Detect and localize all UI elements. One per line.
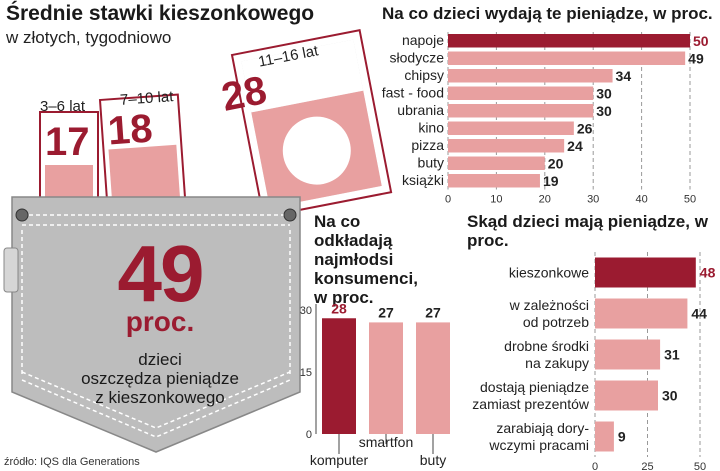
chart1-category-label: ubrania: [397, 102, 444, 118]
chart1-bar: [448, 34, 690, 48]
chart1-tick-label: 40: [635, 194, 647, 204]
chart3-category-label: wczymi pracami: [488, 437, 589, 453]
chart1-tick-label: 0: [445, 194, 451, 204]
chart2-category-label: buty: [420, 452, 446, 468]
chart1-value-label: 50: [693, 33, 709, 49]
pocket-desc-3: z kieszonkowego: [95, 388, 225, 407]
chart1-bar: [448, 51, 686, 65]
chart1-tick-label: 50: [684, 194, 696, 204]
chart3-value-label: 9: [618, 429, 626, 445]
chart3-value-label: 48: [700, 265, 716, 281]
pocket-desc-2: oszczędza pieniądze: [81, 369, 239, 388]
chart2-category-label: smartfon: [359, 434, 413, 450]
chart3-category-label: zarabiają dory-: [496, 420, 589, 436]
chart3-value-label: 30: [662, 388, 678, 404]
chart1-value-label: 24: [567, 138, 583, 154]
pocket-unit: proc.: [125, 306, 195, 337]
card-value-11-16: 28: [218, 68, 271, 120]
page-title: Średnie stawki kieszonkowego: [6, 2, 315, 25]
chart1-category-label: fast - food: [382, 85, 444, 101]
jeans-pocket: [3, 196, 301, 453]
chart2-bar: [322, 318, 356, 434]
chart3-bar: [595, 339, 661, 370]
chart1-category-label: kino: [418, 120, 444, 136]
chart3-bar: [595, 298, 688, 329]
chart3-bar: [595, 380, 658, 411]
chart2-bar: [369, 322, 403, 434]
chart3-category-label: kieszonkowe: [509, 265, 589, 281]
chart3-tick-label: 25: [641, 461, 653, 471]
chart3-bar: [595, 257, 696, 288]
chart1-category-label: chipsy: [404, 67, 444, 83]
chart1-tick-label: 10: [490, 194, 502, 204]
chart3-value-label: 31: [664, 347, 680, 363]
chart3-category-label: w zależności: [509, 297, 589, 313]
card-value-3-6: 17: [45, 120, 90, 164]
card-11-16: [230, 29, 393, 219]
chart-saving: 0 15 30 28 27 27 komputer smartfon buty: [300, 300, 450, 468]
page-subtitle: w złotych, tygodniowo: [6, 28, 172, 47]
chart1-value-label: 30: [596, 86, 612, 102]
chart2-value-label: 27: [425, 304, 441, 320]
chart-spending: 0 10 20 30 40 50 napoje 50 słodycze 49 chipsy 34 fas…: [382, 32, 709, 204]
chart1-value-label: 34: [616, 68, 632, 84]
chart1-value-label: 26: [577, 121, 593, 137]
chart3-category-label: zamiast prezentów: [472, 396, 590, 412]
chart1-category-label: buty: [418, 155, 444, 171]
chart2-value-label: 28: [331, 300, 347, 316]
card-age-3-6: 3–6 lat: [40, 98, 86, 115]
chart1-bar: [448, 156, 545, 170]
chart3-category-label: dostają pieniądze: [480, 379, 589, 395]
source-note: źródło: IQS dla Generations: [4, 456, 140, 468]
chart1-title: Na co dzieci wydają te pieniądze, w proc…: [382, 4, 713, 23]
chart1-bar: [448, 174, 540, 188]
chart2-tick-label: 30: [300, 305, 312, 317]
chart1-value-label: 49: [688, 51, 704, 67]
chart1-category-label: słodycze: [390, 50, 445, 66]
chart2-title: Na co odkładają najmłodsi konsumenci, w …: [314, 212, 418, 307]
chart3-tick-label: 50: [694, 461, 706, 471]
pocket-big-number: 49: [117, 229, 205, 318]
chart1-category-label: książki: [402, 172, 444, 188]
chart3-title: Skąd dzieci mają pieniądze, w proc.: [467, 212, 708, 250]
chart2-tick-label: 15: [300, 367, 312, 379]
chart1-bar: [448, 86, 594, 100]
card-value-7-10: 18: [106, 106, 154, 154]
chart2-category-label: komputer: [310, 452, 369, 468]
chart3-value-label: 44: [691, 306, 707, 322]
chart3-category-label: na zakupy: [525, 355, 589, 371]
chart1-bar: [448, 69, 613, 83]
chart2-tick-label: 0: [306, 429, 312, 441]
chart2-value-label: 27: [378, 304, 394, 320]
chart2-bar: [416, 322, 450, 434]
chart1-value-label: 20: [548, 156, 564, 172]
pocket-stat: 49 proc. dzieci oszczędza pieniądze z ki…: [60, 228, 260, 407]
pocket-desc-1: dzieci: [138, 350, 182, 369]
chart1-value-label: 19: [543, 173, 559, 189]
chart1-category-label: napoje: [402, 32, 444, 48]
chart1-bar: [448, 121, 574, 135]
chart1-tick-label: 30: [587, 194, 599, 204]
chart1-bar: [448, 139, 565, 153]
chart1-bar: [448, 104, 594, 118]
chart3-tick-label: 0: [592, 461, 598, 471]
chart1-value-label: 30: [596, 103, 612, 119]
chart1-category-label: pizza: [411, 137, 444, 153]
chart3-category-label: od potrzeb: [523, 314, 589, 330]
chart3-bar: [595, 421, 614, 452]
chart1-tick-label: 20: [539, 194, 551, 204]
chart3-category-label: drobne środki: [504, 338, 589, 354]
